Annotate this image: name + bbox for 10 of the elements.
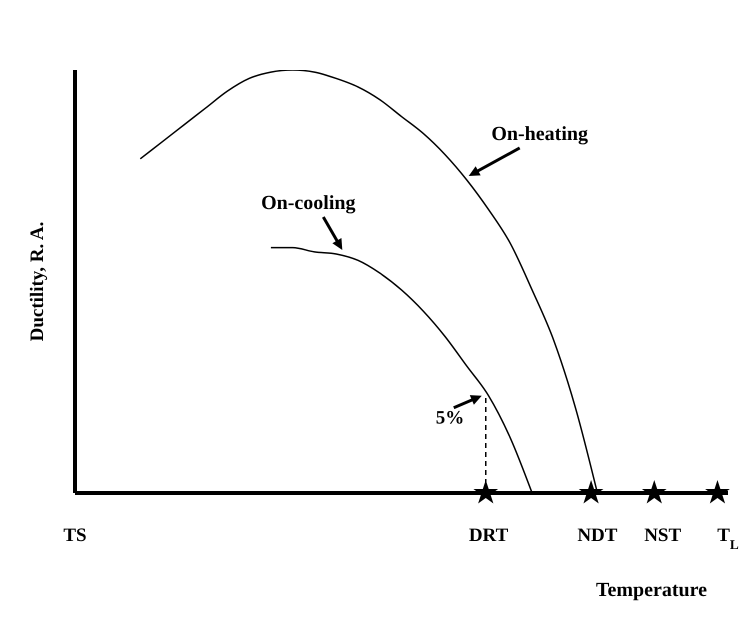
annotation: 5%: [436, 408, 464, 429]
y-axis-title: Ductility, R. A.: [27, 222, 48, 342]
x-tick-label: NST: [644, 525, 682, 546]
series-label: On-cooling: [261, 192, 356, 214]
x-tick-label: NDT: [577, 525, 618, 546]
x-tick-label: TS: [63, 525, 87, 546]
x-tick-label: DRT: [468, 525, 509, 546]
text: On-heating: [491, 122, 588, 145]
x-tick-label: T$_{L}$: [717, 525, 739, 552]
x-axis-title: Temperature: [596, 579, 708, 601]
